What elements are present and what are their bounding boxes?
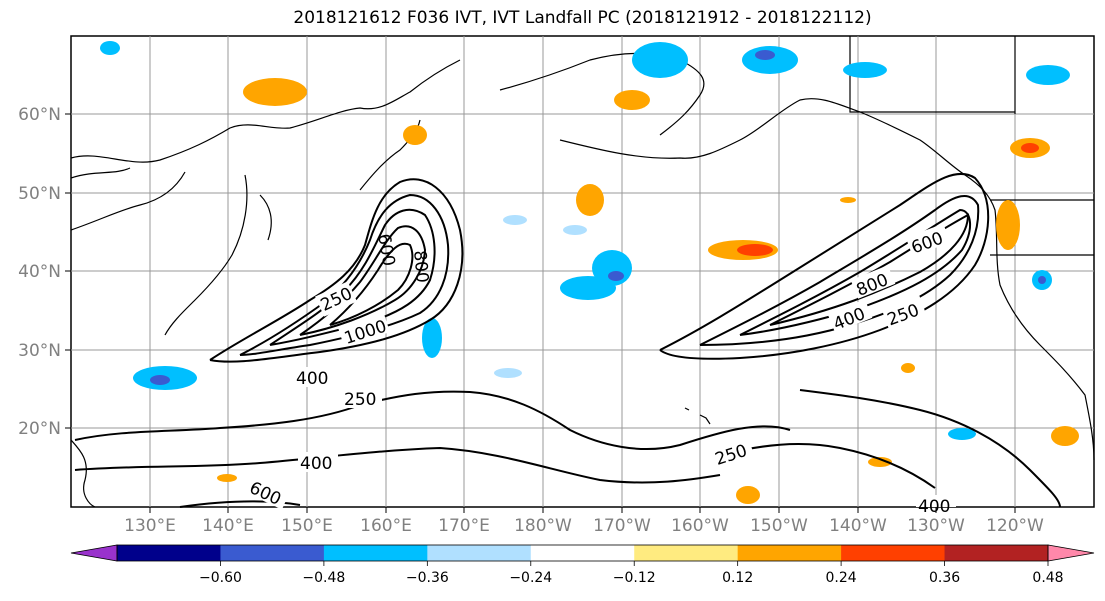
latitude-labels: 60°N 50°N 40°N 30°N 20°N: [18, 105, 61, 439]
colorbar-extend-high: [1048, 545, 1094, 561]
colorbar-segment: [427, 545, 532, 561]
colorbar-tick-label: 0.24: [826, 570, 857, 586]
colorbar-segment: [737, 545, 842, 561]
lon-label: 140°E: [202, 516, 254, 536]
colorbar-segment: [530, 545, 635, 561]
colorbar-tick-label: 0.12: [722, 570, 753, 586]
colorbar-segments: [71, 545, 1094, 561]
lon-label: 160°W: [671, 516, 729, 536]
colorbar-tick-label: −0.12: [613, 570, 656, 586]
colorbar: −0.60 −0.48 −0.36 −0.24 −0.12 0.12 0.24 0.36 0.4…: [70, 544, 1095, 586]
colorbar-segment: [944, 545, 1049, 561]
colorbar-segment: [841, 545, 946, 561]
axis-ticks: [65, 113, 1016, 513]
lon-label: 120°W: [986, 516, 1044, 536]
colorbar-tick-label: −0.60: [199, 570, 242, 586]
lon-label: 130°E: [124, 516, 176, 536]
colorbar-tick-label: −0.36: [406, 570, 449, 586]
lat-label: 20°N: [18, 419, 61, 439]
colorbar-segment: [117, 545, 221, 561]
lon-label: 140°W: [829, 516, 887, 536]
lon-label: 150°W: [750, 516, 808, 536]
lat-label: 40°N: [18, 262, 61, 282]
contour-label: 800: [409, 250, 432, 284]
colorbar-segment: [634, 545, 739, 561]
colorbar-tick-label: 0.48: [1032, 570, 1063, 586]
anomaly-shading: [100, 41, 1079, 504]
colorbar-tick-label: −0.48: [302, 570, 345, 586]
lon-label: 170°E: [438, 516, 490, 536]
lat-label: 30°N: [18, 341, 61, 361]
colorbar-segment: [220, 545, 325, 561]
lon-label: 130°W: [907, 516, 965, 536]
lon-label: 160°E: [360, 516, 412, 536]
ivt-contours-east: [659, 172, 1061, 508]
contour-label: 400: [296, 369, 328, 389]
lat-label: 50°N: [18, 184, 61, 204]
colorbar-tick-label: −0.24: [509, 570, 552, 586]
contour-label: 250: [344, 390, 376, 410]
map-title: 2018121612 F036 IVT, IVT Landfall PC (20…: [293, 8, 872, 28]
colorbar-extend-low: [71, 545, 117, 561]
lon-label: 150°E: [281, 516, 333, 536]
contour-label: 400: [918, 497, 950, 517]
contour-label: 400: [300, 454, 332, 474]
lon-label: 170°W: [593, 516, 651, 536]
lat-label: 60°N: [18, 105, 61, 125]
colorbar-tick-label: 0.36: [929, 570, 960, 586]
map-panel: 250 600 800 1000 400 250 400 600 600 800…: [65, 35, 1095, 517]
colorbar-segment: [323, 545, 428, 561]
lon-label: 180°W: [514, 516, 572, 536]
longitude-labels: 130°E 140°E 150°E 160°E 170°E 180°W 170°…: [124, 516, 1044, 536]
